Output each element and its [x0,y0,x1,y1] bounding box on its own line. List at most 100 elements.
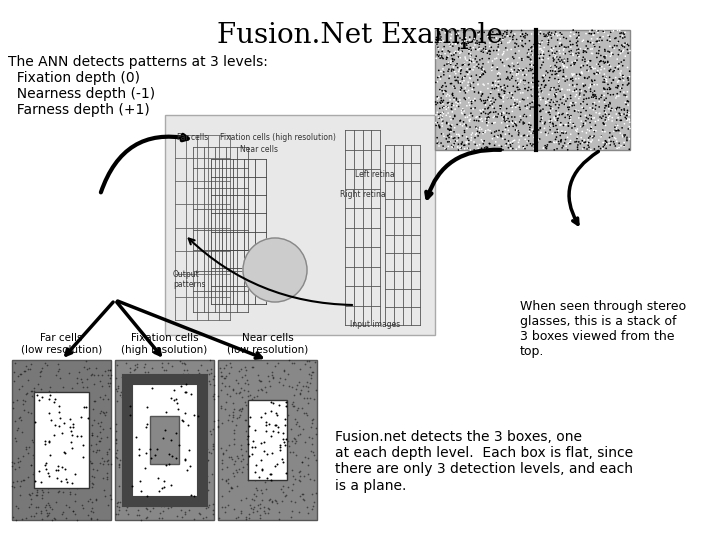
Point [135,516,147,524]
Point [166,470,178,479]
Point [534,38,545,47]
Point [569,107,580,116]
Point [139,500,150,508]
Point [156,409,167,417]
Point [233,389,245,397]
Point [514,118,526,126]
Point [30,509,42,518]
Point [114,456,126,464]
Point [557,141,569,150]
Point [565,46,577,55]
Point [513,65,524,74]
Point [616,110,627,119]
Point [459,144,470,153]
Point [235,507,247,515]
Point [554,95,566,104]
Point [594,43,606,51]
Point [480,43,491,51]
Point [431,133,443,142]
Point [614,69,626,77]
Point [549,75,561,83]
Point [580,138,591,146]
Point [8,459,19,468]
Point [476,97,487,105]
Point [463,136,474,145]
Point [624,108,635,117]
Point [538,54,549,63]
Point [603,100,614,109]
Point [236,373,248,382]
Point [445,125,456,133]
Point [511,126,523,134]
Point [247,432,258,441]
Point [434,52,446,60]
Point [186,404,197,413]
Point [434,98,446,106]
Point [436,86,448,95]
Point [598,70,610,78]
Point [501,30,513,39]
Point [169,473,181,482]
Point [217,379,228,388]
Point [446,122,457,131]
Point [131,440,143,448]
Point [611,42,623,50]
Point [81,417,92,426]
Point [467,112,478,120]
Point [497,31,508,40]
Point [307,447,319,456]
Point [48,412,60,421]
Point [621,45,633,54]
Point [438,103,450,112]
Point [558,44,570,53]
Point [221,372,233,380]
Point [482,143,493,152]
Point [292,431,303,440]
Point [583,143,595,152]
Point [557,59,568,68]
Point [622,49,634,57]
Point [89,472,100,481]
Point [565,112,577,121]
Point [505,138,516,147]
Point [495,102,507,110]
Point [207,469,218,478]
Point [480,68,491,76]
Point [448,140,459,149]
Point [619,52,631,60]
Point [513,126,524,135]
Point [45,416,57,424]
Point [572,71,583,79]
Point [284,448,295,457]
Point [203,485,215,494]
Point [511,35,523,44]
Point [110,435,122,443]
Point [237,455,248,463]
Point [30,458,42,467]
Point [187,454,199,463]
Point [240,370,251,379]
Point [532,92,544,101]
Point [501,55,513,64]
Point [482,79,494,88]
Point [266,454,277,463]
Point [459,60,471,69]
Point [495,93,506,102]
Point [616,66,627,75]
Point [82,469,94,477]
Point [22,472,34,481]
Point [531,76,543,85]
Point [165,503,176,511]
Point [618,142,630,151]
Point [47,422,58,431]
Point [510,71,522,79]
Point [600,102,611,110]
Point [559,77,571,85]
Point [150,417,161,426]
Point [619,110,631,118]
Point [529,45,541,53]
Point [585,137,596,146]
Point [53,360,64,368]
Point [517,30,528,38]
Point [485,88,497,97]
